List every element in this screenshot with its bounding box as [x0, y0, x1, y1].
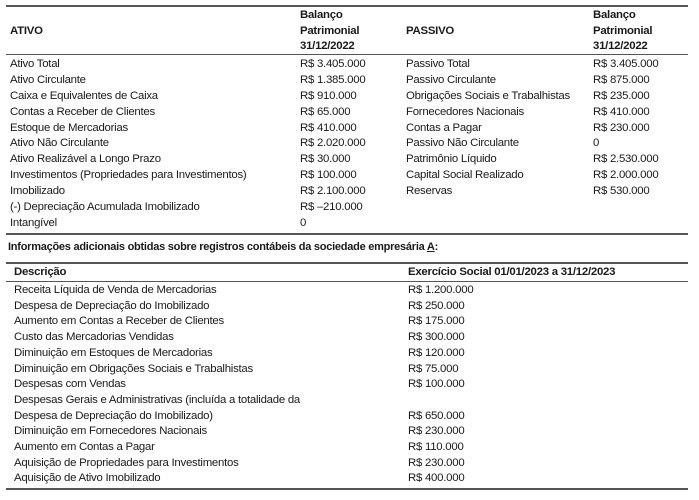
description: Despesas Gerais e Administrativas (inclu… [14, 393, 300, 422]
value: R$ 110.000 [408, 441, 464, 454]
description: Custo das Mercadorias Vendidas [14, 331, 174, 344]
table-row: Ativo Total R$ 3.405.000 Passivo Total R$ 3… [6, 57, 688, 73]
ativo-header: ATIVO [10, 25, 43, 37]
passivo-label: Fornecedores Nacionais [406, 105, 524, 118]
description: Aumento em Contas a Receber de Clientes [14, 315, 224, 328]
ativo-value: R$ 410.000 [300, 121, 357, 134]
passivo-value: R$ 875.000 [593, 73, 650, 86]
ativo-label: Ativo Não Circulante [10, 137, 109, 150]
value: R$ 400.000 [408, 472, 465, 485]
value: R$ 650.000 [408, 409, 465, 422]
table-row: Intangível 0 [6, 216, 688, 232]
description: Despesa de Depreciação do Imobilizado [14, 299, 210, 312]
value: R$ 1.200.000 [408, 284, 474, 296]
passivo-value-header: Balanço Patrimonial 31/12/2022 [593, 9, 653, 52]
ativo-value: R$ 100.000 [300, 169, 357, 182]
ativo-value: R$ 910.000 [300, 89, 357, 102]
passivo-label: Passivo Total [406, 58, 470, 70]
ativo-value: R$ 65.000 [300, 105, 351, 118]
value: R$ 250.000 [408, 299, 465, 312]
description: Receita Líquida de Venda de Mercadorias [14, 284, 217, 296]
table-row: Diminuição em Estoques de Mercadorias R$ … [6, 346, 688, 362]
balance-sheet-header: ATIVO Balanço Patrimonial 31/12/2022 PASSI… [6, 7, 688, 55]
passivo-value: 0 [593, 137, 600, 150]
table-row: Diminuição em Fornecedores Nacionais R$ 2… [6, 424, 688, 440]
description: Aumento em Contas a Pagar [14, 441, 155, 454]
passivo-label: Passivo Circulante [406, 73, 496, 86]
table-row: Ativo Não Circulante R$ 2.020.000 Passivo … [6, 136, 688, 152]
ativo-value: R$ 2.020.000 [300, 137, 366, 150]
description: Diminuição em Fornecedores Nacionais [14, 425, 207, 438]
table-row: Despesas Gerais e Administrativas (inclu… [6, 393, 688, 424]
ativo-value: R$ 3.405.000 [300, 58, 366, 70]
passivo-label: Capital Social Realizado [406, 169, 524, 182]
value: R$ 175.000 [408, 315, 465, 328]
table-row: Receita Líquida de Venda de Mercadorias R… [6, 283, 688, 299]
passivo-value: R$ 410.000 [593, 105, 650, 118]
value: R$ 300.000 [408, 331, 465, 344]
description: Diminuição em Estoques de Mercadorias [14, 346, 213, 359]
table-row: Ativo Realizável a Longo Prazo R$ 30.000 P… [6, 152, 688, 168]
value: R$ 230.000 [408, 425, 465, 438]
passivo-label: Contas a Pagar [406, 121, 482, 134]
balance-sheet-table: ATIVO Balanço Patrimonial 31/12/2022 PASSI… [6, 5, 688, 235]
table-row: (-) Depreciação Acumulada Imobilizado R$ … [6, 200, 688, 216]
value: R$ 75.000 [408, 362, 459, 375]
ativo-value: R$ 1.385.000 [300, 73, 366, 86]
passivo-header: PASSIVO [406, 25, 455, 37]
passivo-value: R$ 235.000 [593, 89, 650, 102]
ativo-label: Ativo Realizável a Longo Prazo [10, 153, 161, 166]
description: Despesas com Vendas [14, 378, 126, 391]
table-row: Imobilizado R$ 2.100.000 Reservas R$ 530.00… [6, 184, 688, 200]
additional-info-header: Descrição Exercício Social 01/01/2023 a … [6, 264, 688, 282]
table-row: Contas a Receber de Clientes R$ 65.000 For… [6, 105, 688, 121]
table-row: Caixa e Equivalentes de Caixa R$ 910.000 O… [6, 89, 688, 105]
ativo-value-header: Balanço Patrimonial 31/12/2022 [300, 9, 360, 52]
ativo-value: R$ 30.000 [300, 153, 351, 166]
table-row: Investimentos (Propriedades para Investi… [6, 168, 688, 184]
table-row: Despesas com Vendas R$ 100.000 [6, 377, 688, 393]
ativo-label: Ativo Total [10, 58, 60, 70]
description: Diminuição em Obrigações Sociais e Traba… [14, 362, 253, 375]
ativo-label: Ativo Circulante [10, 73, 86, 86]
passivo-label: Obrigações Sociais e Trabalhistas [406, 89, 570, 102]
ativo-label: Imobilizado [10, 185, 65, 198]
passivo-value: R$ 2.000.000 [593, 169, 659, 182]
additional-info-table: Descrição Exercício Social 01/01/2023 a … [6, 262, 688, 491]
passivo-value: R$ 530.000 [593, 185, 650, 198]
value: R$ 230.000 [408, 456, 465, 469]
info-caption: Informações adicionais obtidas sobre reg… [8, 241, 439, 253]
description: Aquisição de Ativo Imobilizado [14, 472, 161, 485]
value: R$ 120.000 [408, 346, 465, 359]
passivo-value: R$ 3.405.000 [593, 58, 659, 70]
ativo-value: R$ –210.000 [300, 201, 363, 214]
value: R$ 100.000 [408, 378, 465, 391]
ativo-value: R$ 2.100.000 [300, 185, 366, 198]
table-row: Aquisição de Ativo Imobilizado R$ 400.000 [6, 471, 688, 487]
period-header: Exercício Social 01/01/2023 a 31/12/2023 [408, 266, 616, 278]
table-row: Aumento em Contas a Pagar R$ 110.000 [6, 440, 688, 456]
passivo-value: R$ 230.000 [593, 121, 650, 134]
table-row: Estoque de Mercadorias R$ 410.000 Contas a… [6, 121, 688, 137]
table-row: Aquisição de Propriedades para Investime… [6, 456, 688, 472]
table-row: Diminuição em Obrigações Sociais e Traba… [6, 362, 688, 378]
description: Aquisição de Propriedades para Investime… [14, 456, 239, 469]
passivo-label: Passivo Não Circulante [406, 137, 519, 150]
ativo-label: Investimentos (Propriedades para Investi… [10, 169, 247, 182]
passivo-label: Patrimônio Líquido [406, 153, 497, 166]
ativo-label: Estoque de Mercadorias [10, 121, 128, 134]
passivo-label: Reservas [406, 185, 453, 198]
ativo-value: 0 [300, 216, 307, 229]
table-row: Despesa de Depreciação do Imobilizado R$ … [6, 299, 688, 315]
table-row: Ativo Circulante R$ 1.385.000 Passivo Circ… [6, 73, 688, 89]
ativo-label: Contas a Receber de Clientes [10, 105, 155, 118]
table-row: Aumento em Contas a Receber de Clientes R… [6, 314, 688, 330]
description-header: Descrição [14, 266, 67, 278]
passivo-value: R$ 2.530.000 [593, 153, 659, 166]
ativo-label: (-) Depreciação Acumulada Imobilizado [10, 201, 200, 214]
ativo-label: Caixa e Equivalentes de Caixa [10, 89, 158, 102]
ativo-label: Intangível [10, 216, 57, 229]
table-row: Custo das Mercadorias Vendidas R$ 300.000 [6, 330, 688, 346]
